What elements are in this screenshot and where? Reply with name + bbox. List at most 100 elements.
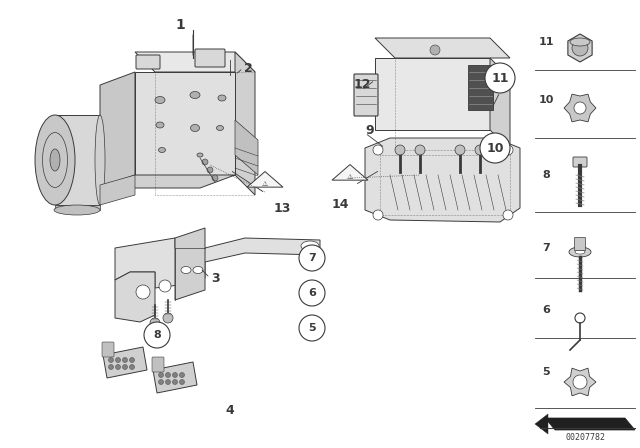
Circle shape (136, 285, 150, 299)
Circle shape (115, 365, 120, 370)
Circle shape (373, 210, 383, 220)
Polygon shape (468, 65, 493, 110)
Text: 1: 1 (175, 18, 185, 32)
Circle shape (415, 145, 425, 155)
Polygon shape (375, 38, 510, 58)
Circle shape (150, 318, 160, 328)
Circle shape (475, 145, 485, 155)
Ellipse shape (190, 91, 200, 99)
Ellipse shape (301, 241, 319, 251)
Polygon shape (235, 120, 258, 175)
Text: 6: 6 (308, 288, 316, 298)
FancyBboxPatch shape (136, 55, 160, 69)
Text: 11: 11 (538, 37, 554, 47)
Ellipse shape (216, 125, 223, 130)
Text: 5: 5 (308, 323, 316, 333)
Ellipse shape (181, 267, 191, 273)
Text: 3: 3 (211, 271, 220, 284)
Circle shape (299, 245, 325, 271)
Ellipse shape (193, 267, 203, 273)
Circle shape (212, 175, 218, 181)
Circle shape (503, 145, 513, 155)
Ellipse shape (155, 96, 165, 103)
Polygon shape (235, 52, 255, 195)
Circle shape (159, 280, 171, 292)
Ellipse shape (50, 149, 60, 171)
Circle shape (122, 358, 127, 362)
Polygon shape (100, 175, 235, 188)
Circle shape (173, 372, 177, 378)
Circle shape (163, 313, 173, 323)
Polygon shape (135, 52, 255, 72)
Polygon shape (564, 94, 596, 122)
Circle shape (455, 145, 465, 155)
Text: 8: 8 (542, 170, 550, 180)
Ellipse shape (569, 247, 591, 257)
Polygon shape (135, 72, 235, 175)
Text: 6: 6 (542, 305, 550, 315)
FancyBboxPatch shape (195, 49, 225, 67)
Polygon shape (332, 164, 368, 180)
Circle shape (395, 145, 405, 155)
Circle shape (179, 372, 184, 378)
Text: 5: 5 (542, 367, 550, 377)
FancyBboxPatch shape (575, 237, 586, 250)
Polygon shape (103, 347, 147, 378)
Polygon shape (375, 58, 490, 130)
Ellipse shape (35, 115, 75, 205)
Ellipse shape (218, 95, 226, 101)
Text: 13: 13 (273, 202, 291, 215)
Text: 10: 10 (486, 142, 504, 155)
Circle shape (430, 45, 440, 55)
Text: 9: 9 (365, 124, 374, 137)
Polygon shape (100, 175, 135, 205)
Circle shape (159, 372, 163, 378)
Ellipse shape (575, 250, 585, 254)
FancyBboxPatch shape (354, 74, 378, 116)
Text: 8: 8 (153, 330, 161, 340)
Circle shape (573, 375, 587, 389)
Circle shape (503, 210, 513, 220)
FancyBboxPatch shape (102, 342, 114, 357)
Ellipse shape (95, 115, 105, 205)
Circle shape (109, 358, 113, 362)
Polygon shape (247, 172, 283, 187)
Circle shape (480, 133, 510, 163)
Text: 12: 12 (353, 78, 371, 91)
Circle shape (574, 102, 586, 114)
Polygon shape (535, 414, 548, 434)
Circle shape (202, 159, 208, 165)
FancyBboxPatch shape (152, 357, 164, 372)
Circle shape (207, 167, 213, 173)
Polygon shape (115, 272, 155, 322)
Circle shape (173, 379, 177, 384)
Circle shape (159, 379, 163, 384)
Text: 4: 4 (226, 404, 234, 417)
Polygon shape (100, 72, 135, 188)
Circle shape (109, 365, 113, 370)
Polygon shape (490, 58, 510, 150)
Polygon shape (564, 368, 596, 396)
Text: 7: 7 (308, 253, 316, 263)
Polygon shape (55, 205, 100, 210)
Polygon shape (545, 418, 635, 430)
FancyBboxPatch shape (573, 157, 587, 167)
Text: 11: 11 (492, 72, 509, 85)
Circle shape (129, 365, 134, 370)
Polygon shape (175, 228, 205, 300)
Ellipse shape (159, 147, 166, 152)
Circle shape (129, 358, 134, 362)
Circle shape (144, 322, 170, 348)
Circle shape (299, 280, 325, 306)
Ellipse shape (54, 205, 100, 215)
Circle shape (115, 358, 120, 362)
Text: 14: 14 (332, 198, 349, 211)
Circle shape (373, 145, 383, 155)
Text: ⚠: ⚠ (347, 174, 353, 180)
Ellipse shape (570, 38, 590, 46)
Circle shape (166, 372, 170, 378)
Circle shape (299, 315, 325, 341)
Polygon shape (568, 34, 592, 62)
Text: 7: 7 (542, 243, 550, 253)
Text: ⚠: ⚠ (262, 181, 268, 187)
